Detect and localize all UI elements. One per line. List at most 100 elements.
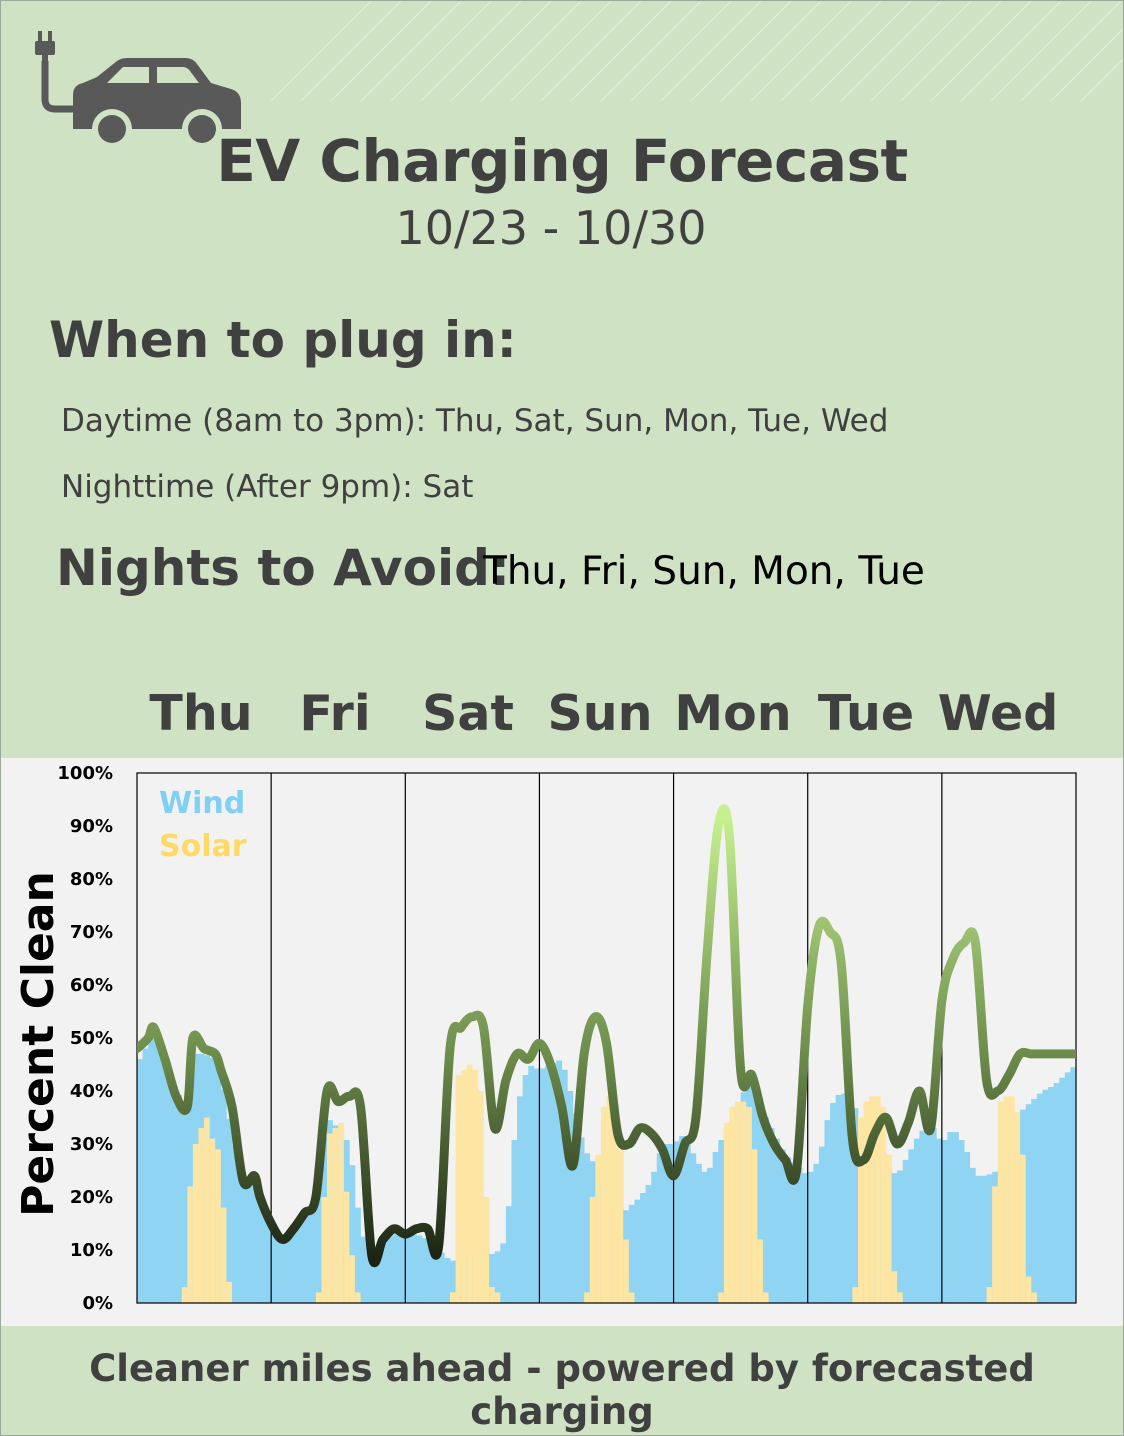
wind-bar — [394, 1234, 400, 1303]
ev-charging-car-icon — [35, 31, 241, 149]
solar-bar — [628, 1292, 635, 1303]
solar-bar — [455, 1075, 462, 1303]
wind-bar — [986, 1174, 993, 1303]
avoid-heading: Nights to Avoid: — [56, 539, 510, 597]
wind-bar — [433, 1247, 440, 1303]
solar-bar — [763, 1292, 769, 1303]
wind-bar — [1031, 1098, 1038, 1303]
wind-bar — [930, 1128, 937, 1303]
wind-bar — [528, 1065, 535, 1303]
solar-bar — [595, 1154, 602, 1303]
wind-bar — [422, 1238, 428, 1303]
wind-bar — [550, 1063, 557, 1303]
wind-bar — [299, 1216, 305, 1303]
wind-bar — [824, 1120, 831, 1303]
solar-bar — [332, 1128, 339, 1303]
wind-bar — [310, 1200, 317, 1303]
wind-bar — [690, 1153, 697, 1303]
plug-in-heading: When to plug in: — [49, 311, 517, 369]
wind-bar — [293, 1224, 300, 1303]
wind-bar — [1025, 1104, 1032, 1303]
wind-bar — [718, 1140, 725, 1303]
solar-bar — [723, 1122, 730, 1303]
wind-bar — [405, 1234, 412, 1303]
wind-bar — [237, 1169, 244, 1303]
wind-bar — [785, 1157, 792, 1303]
solar-bar — [589, 1197, 596, 1303]
solar-bar — [718, 1292, 725, 1303]
solar-bar — [885, 1154, 892, 1303]
solar-bar — [852, 1287, 859, 1303]
wind-bar — [645, 1185, 652, 1303]
wind-bar — [774, 1138, 781, 1303]
wind-bar — [807, 1171, 814, 1303]
wind-bar — [148, 1038, 155, 1303]
solar-bar — [612, 1106, 618, 1303]
solar-bar — [315, 1292, 322, 1303]
solar-bar — [450, 1292, 456, 1303]
wind-bar — [835, 1094, 842, 1303]
wind-bar — [271, 1227, 278, 1303]
solar-bar — [891, 1271, 898, 1303]
wind-bar — [137, 1059, 143, 1303]
solar-bar — [617, 1149, 624, 1303]
wind-bar — [980, 1175, 987, 1303]
date-range: 10/23 - 10/30 — [395, 201, 707, 255]
wind-bar — [427, 1242, 434, 1303]
solar-bar — [494, 1292, 501, 1303]
wind-bar — [947, 1132, 954, 1303]
chart-panel: 0% 10% 20% 30% 40% 50% 60% 70% 80% 90% 100% Percen… — [1, 758, 1123, 1326]
wind-bar — [382, 1238, 389, 1303]
wind-bar — [846, 1098, 853, 1303]
wind-bar — [500, 1243, 507, 1303]
nighttime-recommendation: Nighttime (After 9pm): Sat — [61, 469, 474, 505]
wind-bar — [584, 1153, 591, 1303]
wind-bar — [226, 1118, 233, 1303]
wind-bar — [142, 1048, 149, 1303]
wind-bar — [371, 1255, 378, 1303]
solar-bar — [192, 1144, 199, 1303]
wind-bar — [779, 1149, 786, 1303]
wind-bar — [1036, 1093, 1043, 1303]
solar-bar — [729, 1106, 736, 1303]
wind-bar — [662, 1144, 669, 1303]
wind-bar — [841, 1093, 848, 1303]
y-tick-label: 0% — [82, 1293, 113, 1314]
wind-bar — [656, 1153, 663, 1303]
solar-bar — [327, 1133, 333, 1303]
solar-bar — [600, 1106, 607, 1303]
wind-bar — [651, 1171, 658, 1303]
daytime-recommendation: Daytime (8am to 3pm): Thu, Sat, Sun, Mon… — [61, 403, 889, 439]
wind-bar — [813, 1163, 820, 1303]
solar-bar — [215, 1149, 222, 1303]
day-label-sun: Sun — [547, 685, 653, 742]
wind-bar — [695, 1163, 702, 1303]
footer-tagline: Cleaner miles ahead - powered by forecas… — [89, 1347, 1035, 1433]
solar-bar — [1025, 1276, 1032, 1303]
wind-bar — [802, 1173, 809, 1303]
solar-bar — [343, 1191, 350, 1303]
wind-bar — [830, 1102, 836, 1303]
solar-bar — [477, 1091, 484, 1303]
wind-bar — [517, 1096, 523, 1303]
y-tick-label: 10% — [70, 1240, 113, 1261]
wind-bar — [634, 1199, 641, 1303]
solar-bar — [209, 1138, 216, 1303]
wind-bar — [360, 1236, 367, 1303]
wind-bar — [897, 1170, 904, 1303]
solar-bar — [751, 1149, 758, 1303]
wind-bar — [1042, 1089, 1049, 1303]
legend-wind: Wind — [159, 786, 245, 821]
wind-bar — [450, 1260, 456, 1303]
wind-bar — [936, 1138, 943, 1303]
wind-bar — [796, 1167, 803, 1303]
wind-bar — [684, 1140, 691, 1303]
solar-bar — [735, 1101, 741, 1303]
wind-bar — [315, 1177, 322, 1303]
wind-bar — [941, 1140, 948, 1303]
wind-bar — [891, 1173, 898, 1303]
wind-bar — [287, 1231, 294, 1303]
y-tick-label: 30% — [70, 1134, 113, 1155]
solar-bar — [483, 1197, 490, 1303]
